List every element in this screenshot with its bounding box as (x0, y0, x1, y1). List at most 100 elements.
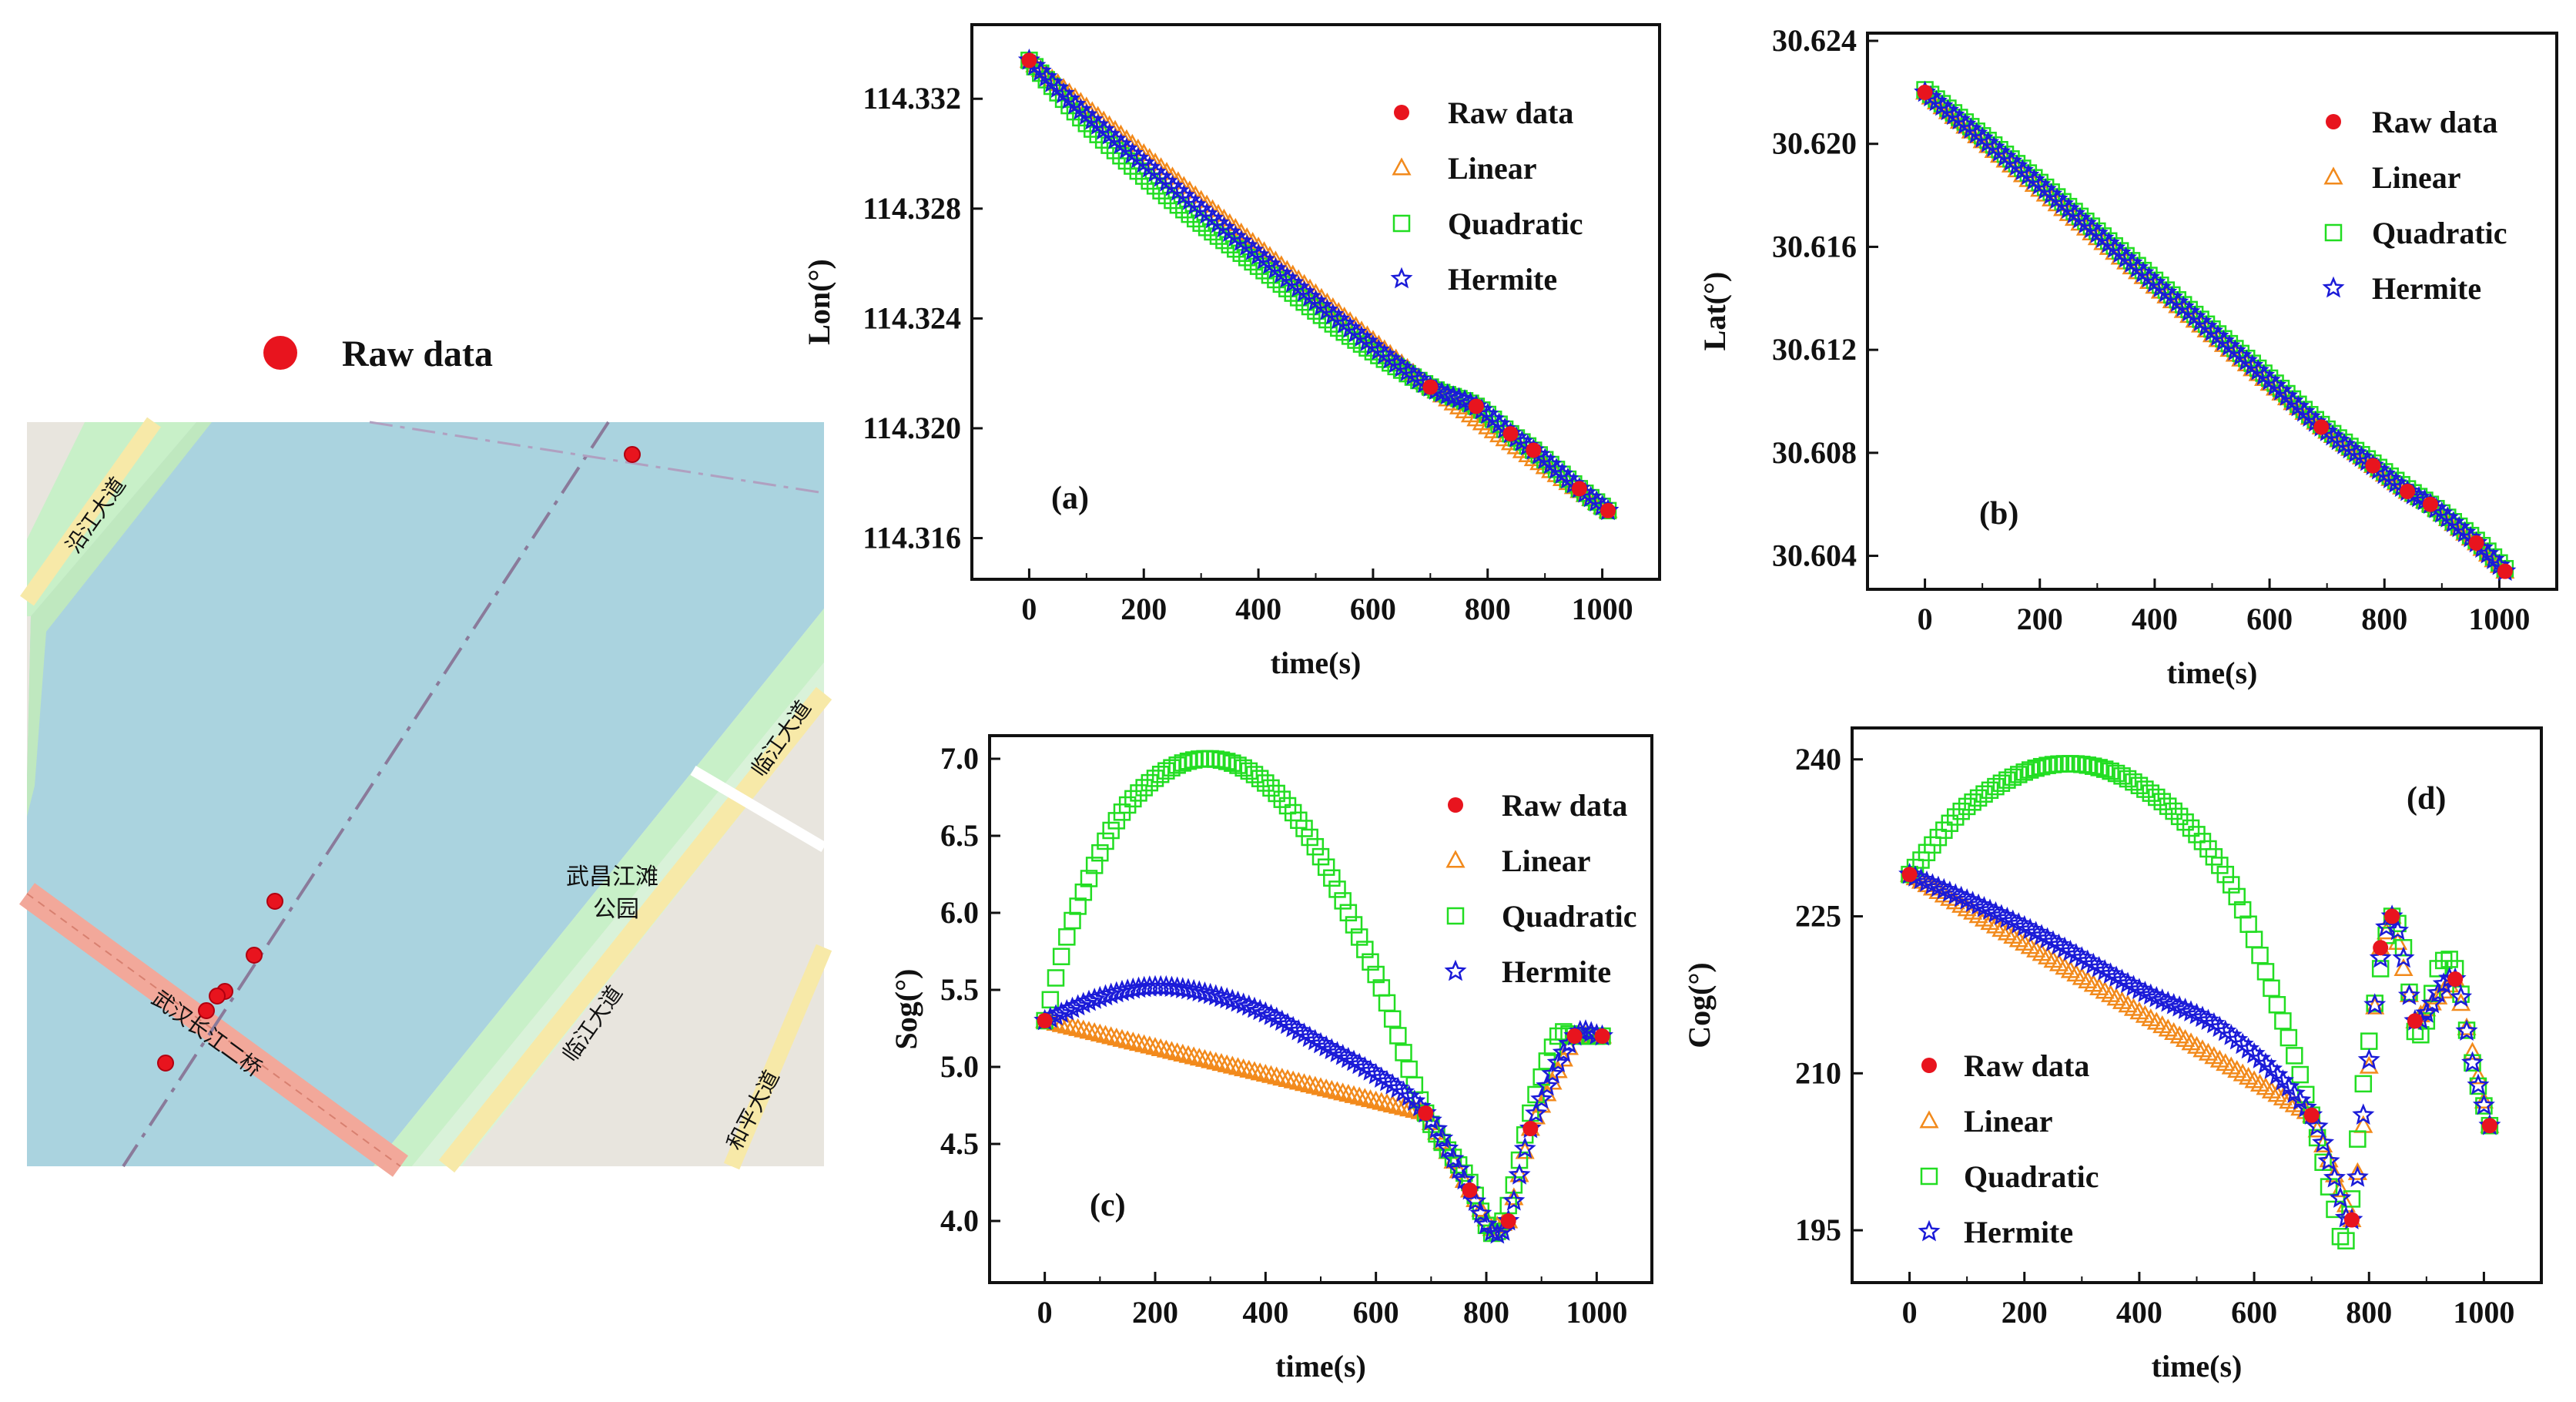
series-point (1372, 1092, 1392, 1110)
series-point (1239, 1059, 1259, 1078)
y-tick-label: 114.324 (863, 300, 961, 335)
legend-marker (1392, 157, 1412, 176)
series-point (1294, 1073, 1315, 1092)
raw-data-point (1526, 442, 1542, 458)
map-road-yanjiang (20, 417, 161, 606)
y-tick-label: 30.616 (1772, 229, 1857, 263)
legend: Raw data Linear Quadratic Hermite (1444, 788, 1637, 989)
series-point (1123, 1031, 1143, 1050)
series-point (1251, 770, 1269, 787)
raw-data-point (2481, 1118, 2497, 1134)
raw-data-point (2343, 1212, 2360, 1228)
map-right-park (374, 609, 824, 1166)
y-tick-label: 30.624 (1772, 23, 1857, 58)
x-tick-label: 800 (2346, 1295, 2392, 1330)
series-point (1400, 1060, 1418, 1078)
y-tick-label: 240 (1795, 742, 1841, 776)
y-tick-label: 225 (1795, 899, 1841, 934)
series-point (2472, 1093, 2495, 1115)
series-point (1356, 941, 1374, 958)
raw-data-point (2407, 1013, 2423, 1029)
raw-data-point (1418, 1105, 1434, 1121)
series-point (1987, 777, 2005, 796)
series-point (2468, 1066, 2488, 1085)
series-point (2055, 755, 2074, 773)
series-point (1166, 976, 1189, 998)
series-point (1947, 808, 1965, 826)
series-point (1338, 1084, 1358, 1102)
raw-data-point (1468, 398, 1484, 414)
series-point (2363, 993, 2387, 1015)
series-point (2474, 1090, 2494, 1109)
series-point (1074, 1019, 1094, 1038)
raw-data-point (2422, 496, 2438, 512)
x-tick-label: 600 (2231, 1295, 2277, 1330)
series-point (1469, 1202, 1492, 1223)
series-point (1366, 1090, 1386, 1109)
series-point (2165, 802, 2182, 820)
series-point (2107, 764, 2125, 783)
y-tick-label: 30.620 (1772, 126, 1857, 161)
series-raw-data (1037, 1013, 1610, 1229)
series-point (1328, 880, 1346, 898)
y-tick-label: 6.0 (940, 895, 979, 930)
series-point (2263, 979, 2280, 998)
x-axis-title: time(s) (2167, 656, 2258, 690)
series-point (1455, 1164, 1473, 1182)
legend-label: Raw data (1448, 96, 1573, 130)
series-point (1084, 1022, 1104, 1041)
series-point (2021, 761, 2039, 779)
raw-data-point (1901, 867, 1918, 883)
raw-data-point (2365, 458, 2381, 474)
series-point (1052, 948, 1070, 965)
series-point (1442, 1147, 1465, 1169)
x-tick-label: 600 (2246, 602, 2293, 636)
series-point (1107, 1027, 1127, 1046)
series-point (1543, 1038, 1562, 1056)
y-tick-label: 114.332 (863, 81, 961, 116)
series-point (1080, 870, 1098, 887)
series-point (1178, 1045, 1198, 1063)
legend-label: Linear (1502, 844, 1591, 878)
raw-data-point (2468, 535, 2484, 551)
series-point (1212, 751, 1231, 769)
y-axis-title: Lon(°) (802, 259, 836, 345)
series-point (1447, 1157, 1470, 1179)
series-point (2223, 876, 2240, 894)
series-point (1261, 1065, 1281, 1083)
series-point (2329, 1186, 2352, 1208)
series-point (1393, 1097, 1414, 1115)
series-point (1196, 750, 1214, 768)
series-point (1101, 1026, 1121, 1045)
series-point (1305, 1075, 1325, 1094)
series-point (2326, 1200, 2343, 1219)
raw-data-point (1571, 481, 1587, 497)
legend-marker (1921, 1058, 1937, 1073)
series-point (1244, 1061, 1265, 1079)
series-point (1536, 1074, 1559, 1096)
series-point (1549, 1027, 1567, 1045)
series-point (1255, 1063, 1275, 1082)
series-point (2360, 1032, 2378, 1050)
series-point (1117, 1030, 1137, 1048)
series-point (1383, 1010, 1402, 1028)
legend-label: Quadratic (1502, 899, 1637, 934)
series-point (1311, 1077, 1331, 1095)
map-label-park: 公园 (593, 897, 639, 922)
legend-marker (1392, 214, 1411, 233)
series-point (2286, 1047, 2303, 1065)
series-point (2239, 915, 2257, 933)
series-point (1090, 1023, 1110, 1041)
y-tick-label: 5.5 (940, 972, 979, 1007)
x-tick-label: 800 (2361, 602, 2407, 636)
series-point (1389, 1027, 1407, 1045)
series-point (1360, 1088, 1381, 1108)
series-point (1171, 977, 1194, 998)
series-point (2337, 1232, 2355, 1249)
series-point (1323, 869, 1341, 887)
series-point (1311, 847, 1330, 866)
legend-marker (1445, 850, 1466, 868)
series-point (2102, 762, 2119, 780)
raw-data-point (2313, 419, 2330, 435)
series-point (2462, 1041, 2483, 1060)
